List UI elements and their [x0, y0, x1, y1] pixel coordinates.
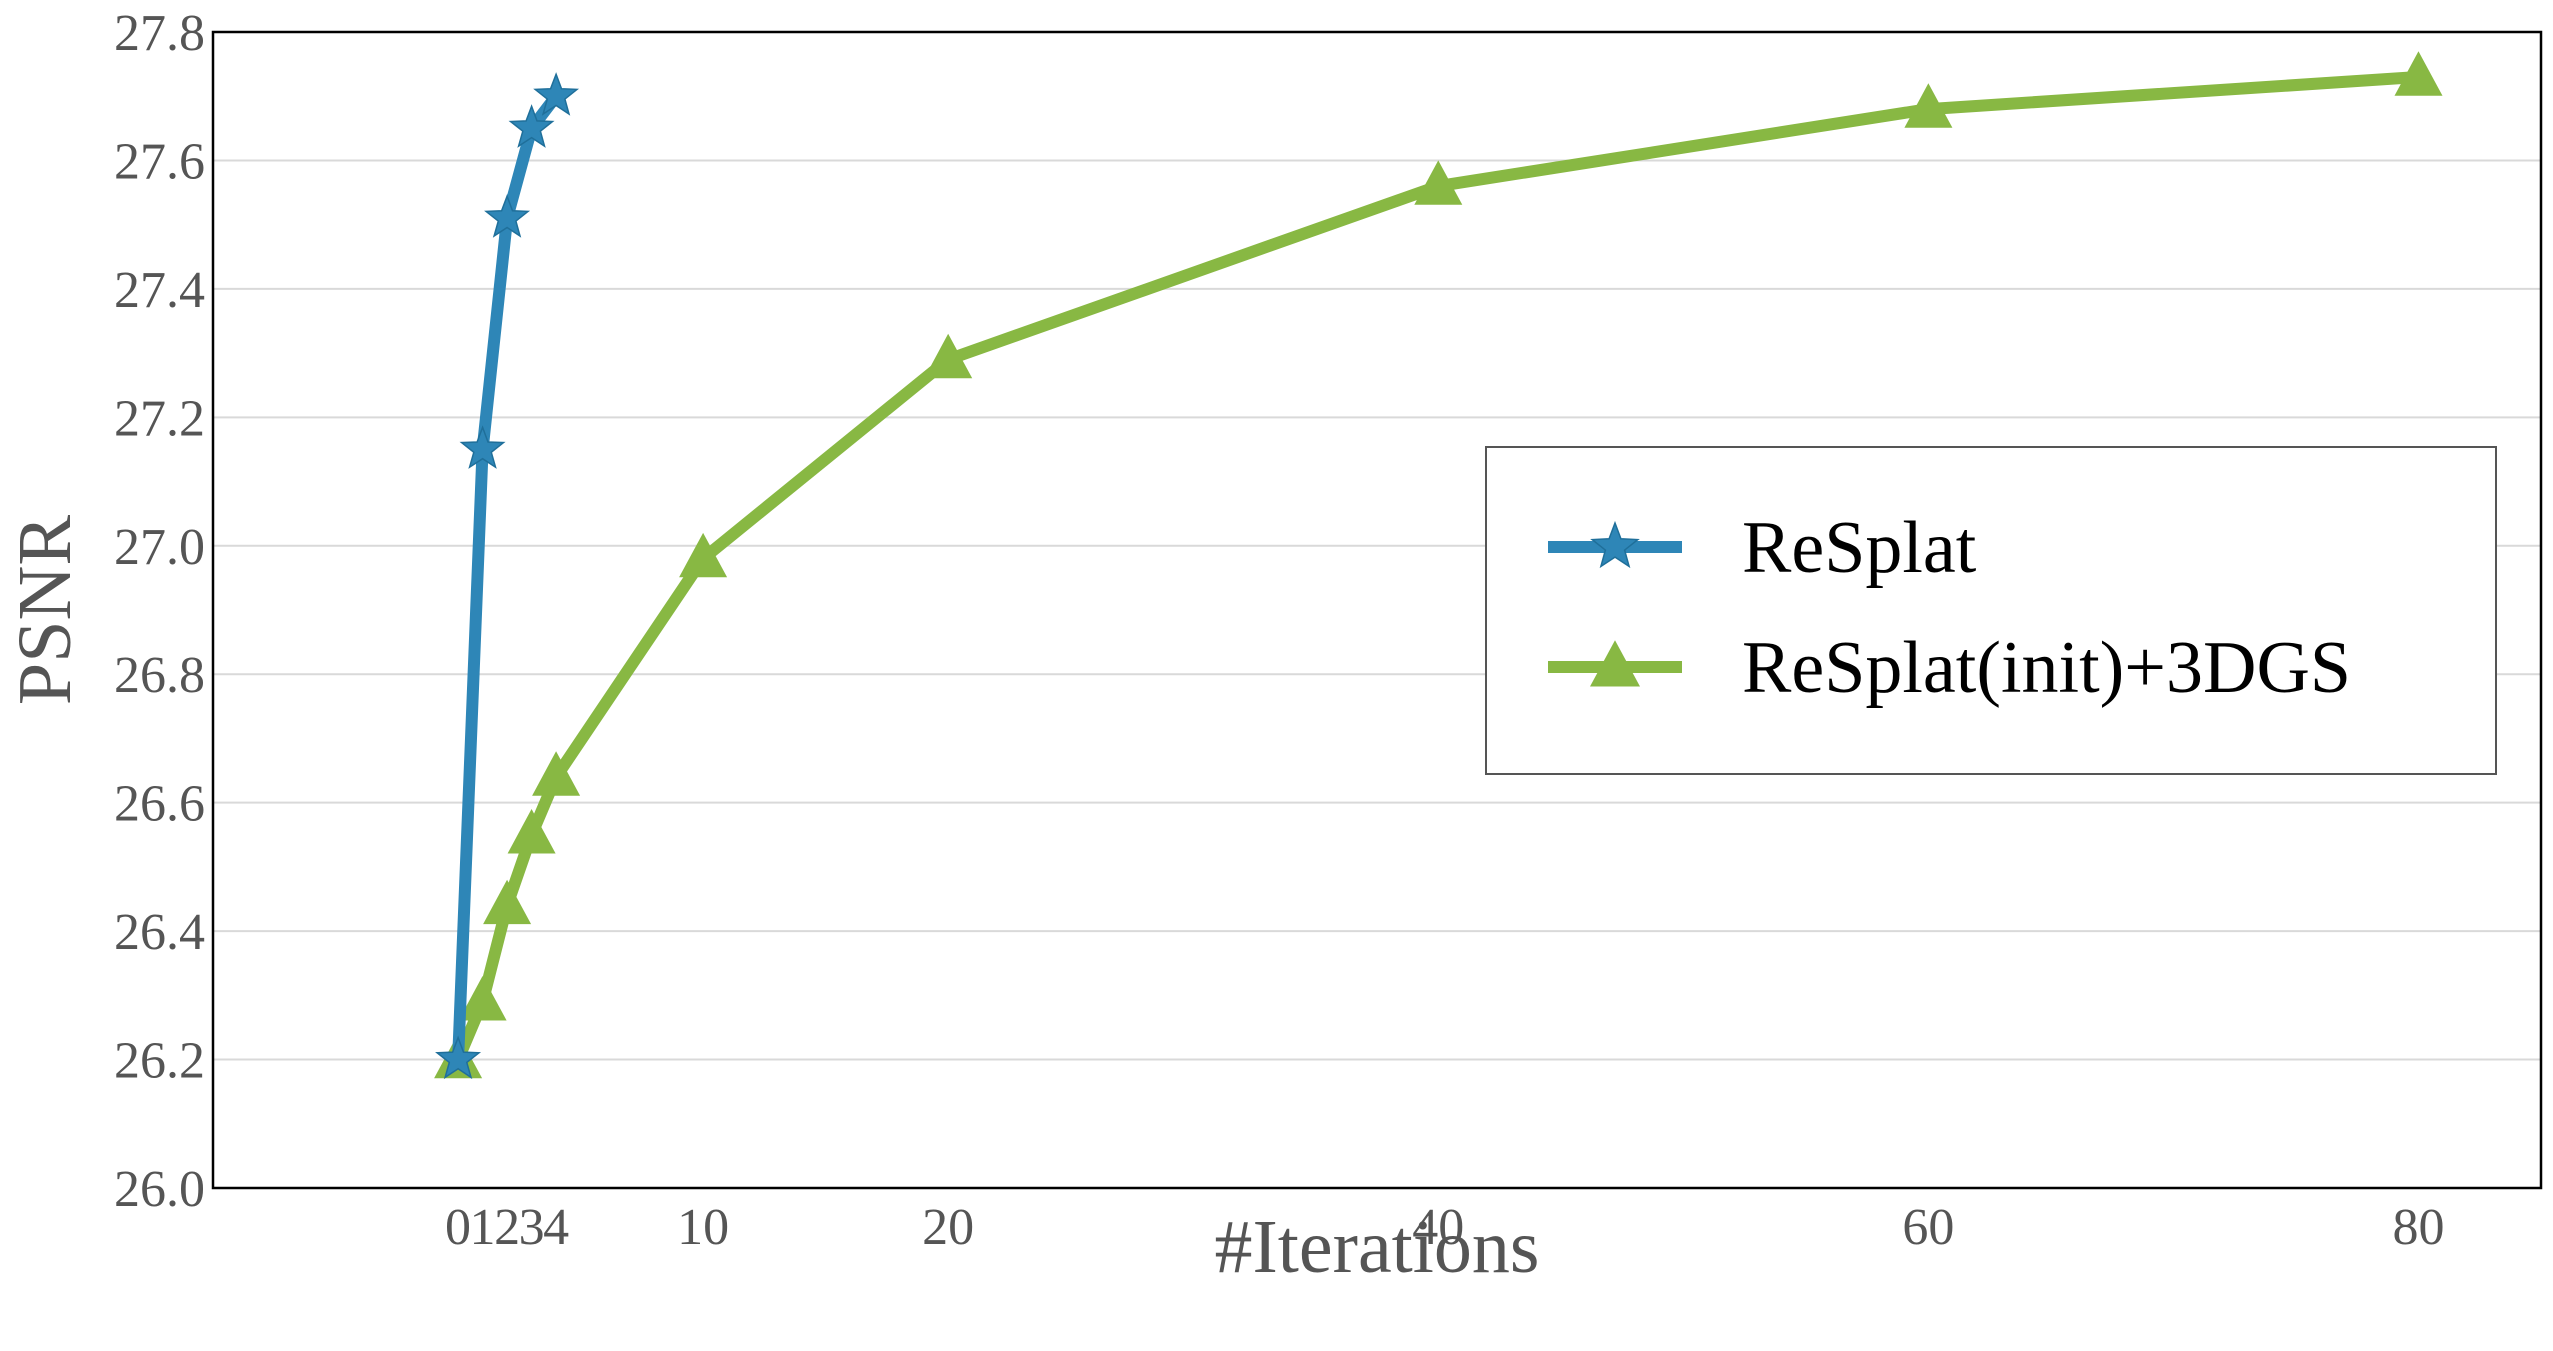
y-tick-label: 26.6 [114, 776, 205, 833]
x-tick-label: 1 [470, 1199, 496, 1256]
y-tick-label: 26.2 [114, 1033, 205, 1090]
y-tick-label: 27.2 [114, 390, 205, 447]
x-tick-label: 80 [2392, 1199, 2444, 1256]
y-tick-label: 26.0 [114, 1161, 205, 1218]
x-axis-title: #Iterations [1214, 1205, 1539, 1289]
legend: ReSplat ReSplat(init)+3DGS [1486, 447, 2496, 774]
x-tick-label: 0 [445, 1199, 471, 1256]
y-tick-label: 27.8 [114, 5, 205, 62]
y-tick-label: 27.4 [114, 262, 205, 319]
y-tick-labels: 26.0 26.2 26.4 26.6 26.8 27.0 27.2 27.4 27.6 27.8 [114, 5, 205, 1218]
y-tick-label: 27.6 [114, 133, 205, 190]
x-tick-label: 10 [677, 1199, 729, 1256]
x-tick-label: 60 [1902, 1199, 1954, 1256]
triangle-marker [483, 880, 531, 924]
y-tick-label: 27.0 [114, 519, 205, 576]
y-tick-label: 26.4 [114, 904, 205, 961]
y-axis-title: PSNR [3, 515, 87, 705]
x-tick-label: 2 [494, 1199, 520, 1256]
legend-label: ReSplat [1742, 507, 1977, 589]
x-tick-label: 4 [543, 1199, 569, 1256]
x-tick-label: 3 [519, 1199, 545, 1256]
legend-label: ReSplat(init)+3DGS [1742, 627, 2351, 709]
triangle-marker [508, 809, 556, 854]
x-tick-label: 20 [922, 1199, 974, 1256]
legend-box [1486, 447, 2496, 774]
y-tick-label: 26.8 [114, 647, 205, 704]
